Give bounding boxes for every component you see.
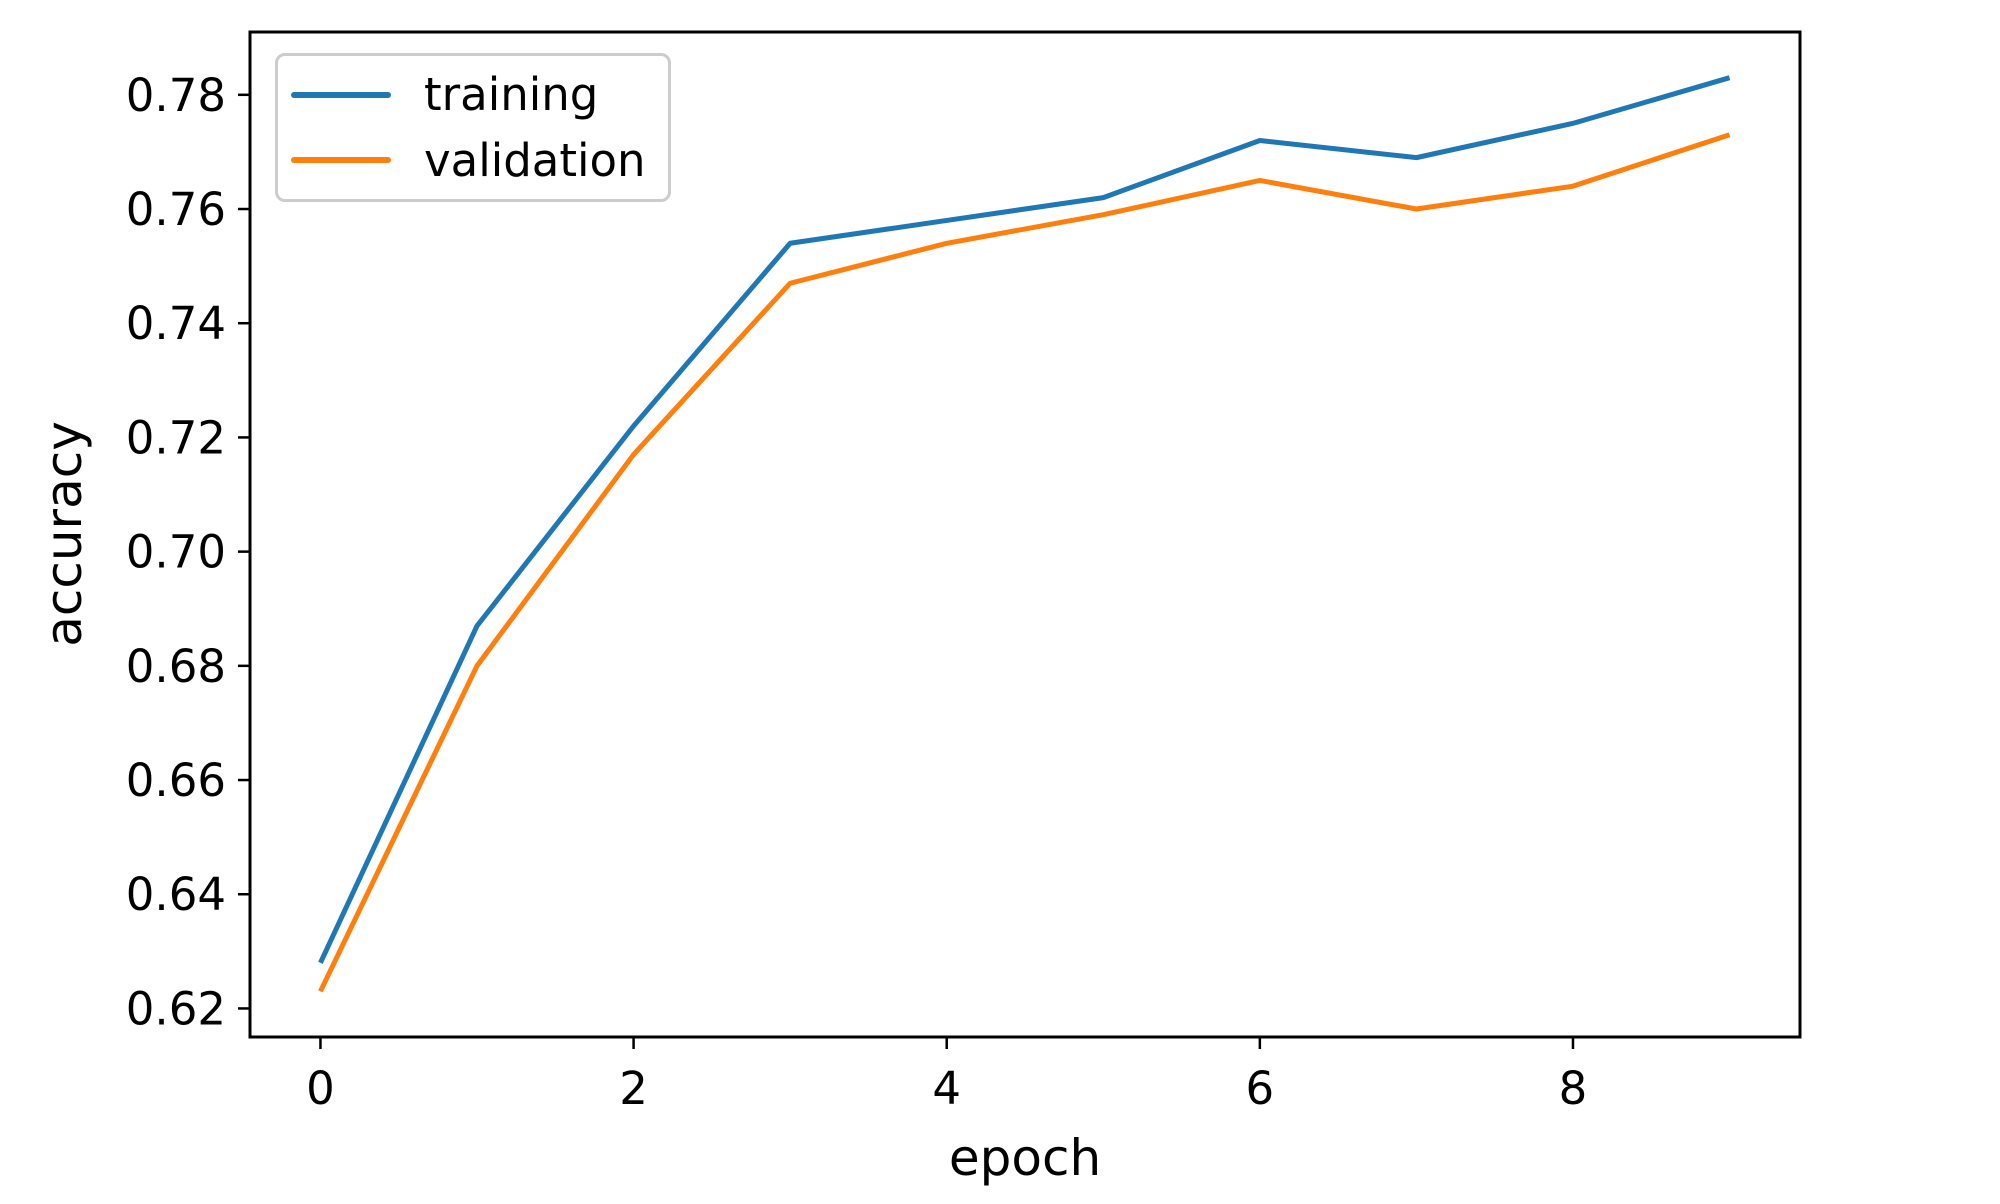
x-tick-label: 8 — [1559, 1062, 1588, 1115]
y-tick-label: 0.70 — [126, 526, 226, 579]
legend-item-validation: validation — [278, 128, 668, 194]
legend: training validation — [275, 53, 671, 202]
y-tick-label: 0.74 — [126, 297, 226, 350]
validation-line — [318, 132, 1731, 993]
legend-label-validation: validation — [424, 133, 646, 187]
x-tick-label: 0 — [306, 1062, 335, 1115]
x-axis-label: epoch — [948, 1129, 1102, 1187]
y-tick-label: 0.78 — [126, 69, 226, 122]
training-line — [318, 75, 1731, 964]
x-tick-label: 6 — [1246, 1062, 1275, 1115]
y-tick-label: 0.66 — [126, 754, 226, 807]
y-tick-label: 0.68 — [126, 640, 226, 693]
x-tick-label: 2 — [619, 1062, 648, 1115]
validation-line-swatch — [291, 157, 391, 164]
y-axis-label: accuracy — [35, 421, 93, 647]
y-tick-label: 0.64 — [126, 868, 226, 921]
plot-border — [248, 30, 1802, 1039]
y-tick-label: 0.76 — [126, 183, 226, 236]
x-tick-label: 4 — [932, 1062, 961, 1115]
legend-item-training: training — [278, 62, 668, 128]
training-line-swatch — [291, 91, 391, 98]
legend-label-training: training — [424, 68, 599, 122]
y-tick-label: 0.72 — [126, 411, 226, 464]
y-tick-label: 0.62 — [126, 982, 226, 1035]
